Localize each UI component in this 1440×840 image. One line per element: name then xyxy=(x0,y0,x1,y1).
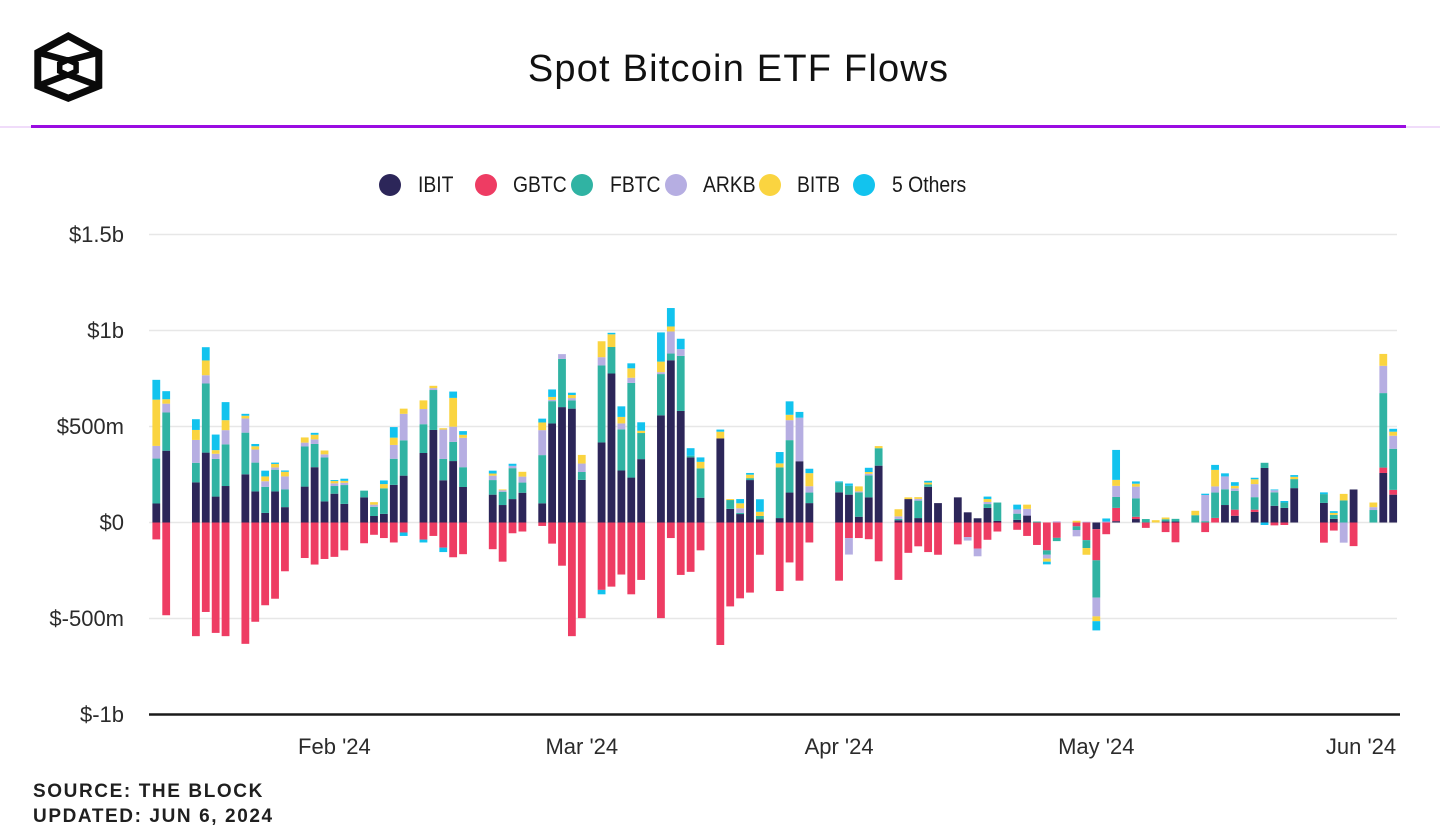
svg-text:$0: $0 xyxy=(100,510,124,535)
svg-text:May '24: May '24 xyxy=(1058,734,1134,759)
svg-text:$500m: $500m xyxy=(57,414,124,439)
svg-text:$1.5b: $1.5b xyxy=(69,222,124,247)
svg-text:Mar '24: Mar '24 xyxy=(545,734,618,759)
svg-text:$-1b: $-1b xyxy=(80,702,124,727)
svg-text:$-500m: $-500m xyxy=(49,606,124,631)
svg-text:Feb '24: Feb '24 xyxy=(298,734,371,759)
svg-text:$1b: $1b xyxy=(87,318,124,343)
svg-text:Apr '24: Apr '24 xyxy=(805,734,874,759)
svg-text:Jun '24: Jun '24 xyxy=(1326,734,1396,759)
